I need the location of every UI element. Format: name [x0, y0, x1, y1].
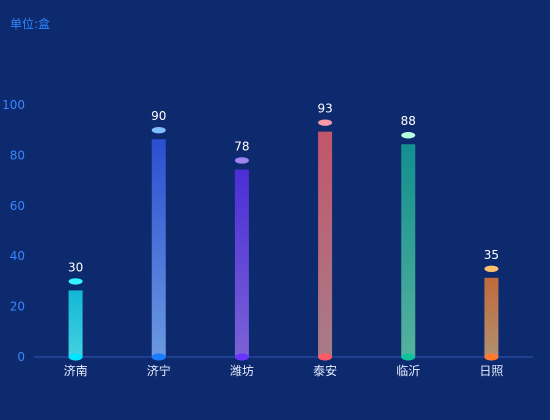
bar	[401, 144, 416, 357]
y-tick-label: 60	[10, 199, 25, 213]
bar-top-cap	[484, 265, 499, 272]
bar-base	[234, 353, 249, 361]
bar	[151, 139, 166, 357]
bar-top-cap	[401, 132, 416, 139]
bar-top-cap	[151, 127, 166, 134]
bar	[234, 169, 249, 357]
x-tick-label: 潍坊	[230, 363, 254, 378]
data-label: 88	[401, 114, 416, 128]
bar-top-cap	[234, 157, 249, 164]
y-tick-label: 40	[10, 249, 25, 263]
x-tick-label: 泰安	[313, 363, 337, 378]
bar-base	[318, 353, 333, 361]
data-label: 78	[234, 139, 249, 153]
x-tick-label: 济宁	[147, 363, 171, 378]
data-label: 35	[484, 248, 499, 262]
y-tick-label: 0	[17, 350, 25, 364]
data-label: 93	[317, 102, 332, 116]
bar	[68, 290, 83, 357]
data-label: 90	[151, 109, 166, 123]
x-tick-label: 日照	[479, 364, 503, 378]
unit-label: 单位:盒	[10, 17, 51, 31]
bar-base	[401, 353, 416, 361]
y-tick-label: 80	[10, 148, 25, 162]
y-tick-label: 100	[2, 98, 25, 112]
bar	[484, 277, 499, 357]
bar-base	[151, 353, 166, 361]
bar-base	[484, 353, 499, 361]
y-tick-label: 20	[10, 300, 25, 314]
bar-top-cap	[318, 119, 333, 126]
x-tick-label: 济南	[64, 363, 88, 378]
bar-top-cap	[68, 278, 83, 285]
bar-base	[68, 353, 83, 361]
data-label: 30	[68, 260, 83, 274]
x-tick-label: 临沂	[396, 364, 420, 378]
bar	[318, 131, 333, 357]
